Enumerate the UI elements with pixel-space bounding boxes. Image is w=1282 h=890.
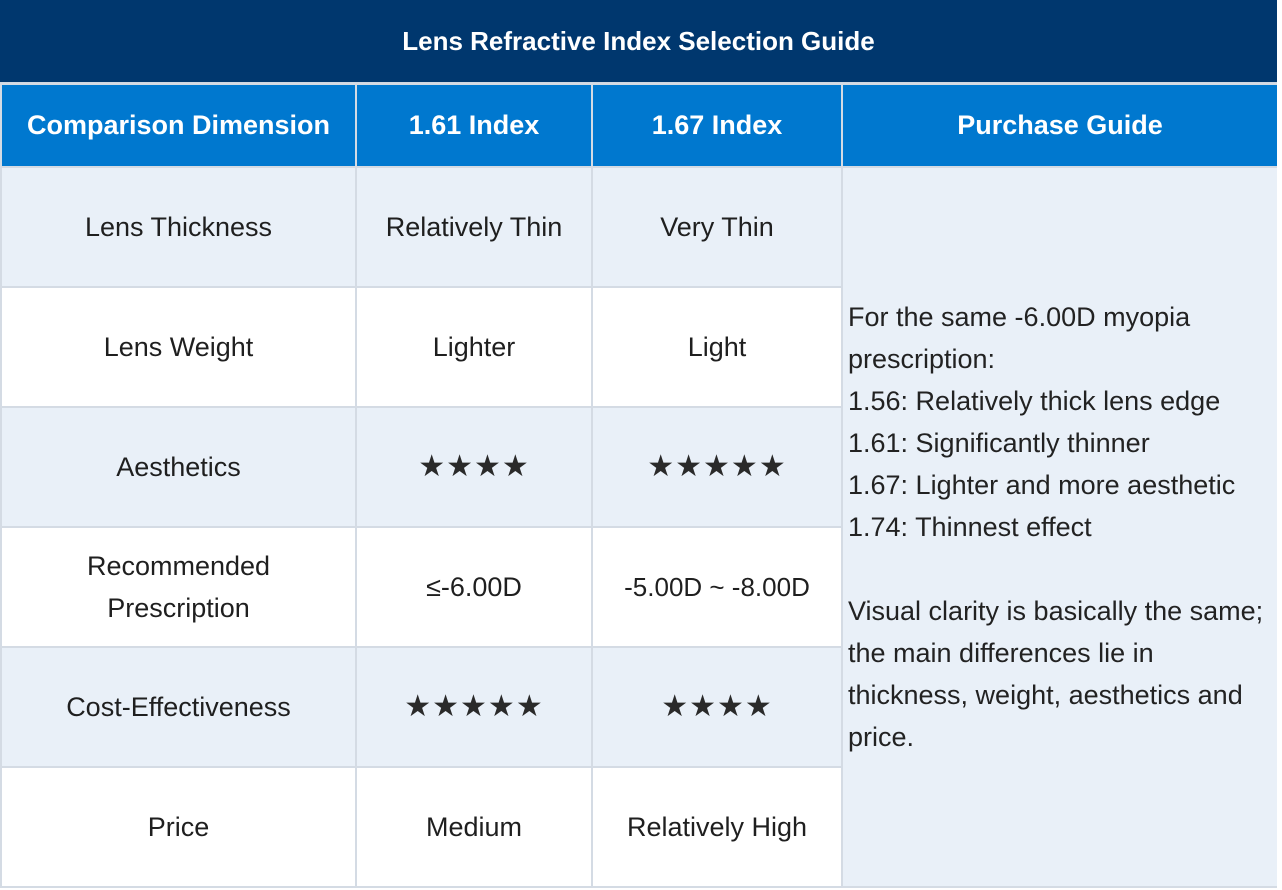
header-purchase-guide: Purchase Guide — [841, 83, 1279, 168]
star-rating-icons: ★★★★ — [661, 690, 773, 723]
header-161-index: 1.61 Index — [355, 83, 593, 168]
row-161-value: Lighter — [355, 286, 593, 408]
row-161-value: ≤-6.00D — [355, 526, 593, 648]
star-rating: ★★★★ — [355, 406, 593, 528]
star-rating: ★★★★ — [591, 646, 843, 768]
star-rating-icons: ★★★★★ — [404, 690, 544, 723]
comparison-table: Comparison Dimension 1.61 Index 1.67 Ind… — [0, 83, 1279, 888]
row-dimension-label: Aesthetics — [0, 406, 357, 528]
guide-line: 1.56: Relatively thick lens edge — [848, 386, 1221, 416]
guide-line: 1.67: Lighter and more aesthetic — [848, 470, 1236, 500]
header-dimension: Comparison Dimension — [0, 83, 357, 168]
guide-spacer — [848, 548, 1273, 590]
page-title: Lens Refractive Index Selection Guide — [0, 0, 1277, 83]
table-row: Cost-Effectiveness ★★★★★ ★★★★ — [0, 646, 1278, 768]
row-161-value: Relatively Thin — [355, 166, 593, 288]
purchase-guide-text: For the same -6.00D myopia prescription:… — [841, 166, 1279, 888]
star-rating: ★★★★★ — [591, 406, 843, 528]
row-167-value: Relatively High — [591, 766, 843, 888]
star-rating-icons: ★★★★★ — [647, 450, 787, 483]
header-167-index: 1.67 Index — [591, 83, 843, 168]
row-dimension-label: Price — [0, 766, 357, 888]
row-167-value: -5.00D ~ -8.00D — [591, 526, 843, 648]
row-dimension-label: Lens Weight — [0, 286, 357, 408]
row-dimension-label: Cost-Effectiveness — [0, 646, 357, 768]
row-167-value: Very Thin — [591, 166, 843, 288]
guide-line: For the same -6.00D myopia prescription: — [848, 302, 1191, 374]
row-167-value: Light — [591, 286, 843, 408]
row-dimension-label: Lens Thickness — [0, 166, 357, 288]
right-edge-strip — [1277, 0, 1282, 890]
table-row: Lens Thickness Relatively Thin Very Thin… — [0, 166, 1279, 888]
table-row: Lens Weight Lighter Light — [0, 286, 1278, 408]
guide-line: 1.74: Thinnest effect — [848, 512, 1092, 542]
guide-line: 1.61: Significantly thinner — [848, 428, 1150, 458]
row-dimension-label: Recommended Prescription — [0, 526, 357, 648]
star-rating: ★★★★★ — [355, 646, 593, 768]
row-161-value: Medium — [355, 766, 593, 888]
guide-line: Visual clarity is basically the same; th… — [848, 596, 1264, 752]
star-rating-icons: ★★★★ — [418, 450, 530, 483]
table-row: Recommended Prescription ≤-6.00D -5.00D … — [0, 526, 1278, 648]
table-row: Price Medium Relatively High — [0, 766, 1278, 888]
table-row: Aesthetics ★★★★ ★★★★★ — [0, 406, 1278, 528]
table-header-row: Comparison Dimension 1.61 Index 1.67 Ind… — [0, 83, 1279, 168]
